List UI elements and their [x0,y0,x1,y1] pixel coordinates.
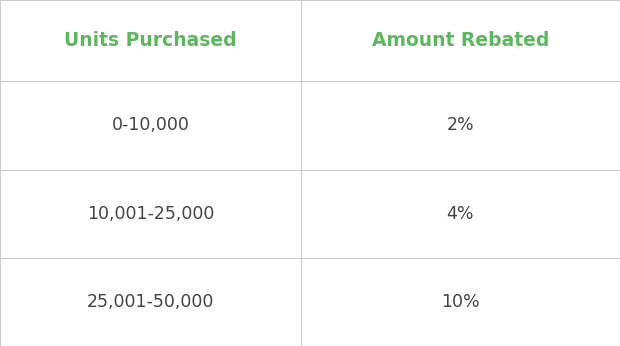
Text: 10%: 10% [441,293,480,311]
Text: 0-10,000: 0-10,000 [112,116,189,135]
Text: Units Purchased: Units Purchased [64,31,237,50]
Text: 25,001-50,000: 25,001-50,000 [87,293,214,311]
Text: 10,001-25,000: 10,001-25,000 [87,204,214,223]
Text: Amount Rebated: Amount Rebated [371,31,549,50]
Text: 2%: 2% [446,116,474,135]
Text: 4%: 4% [446,204,474,223]
